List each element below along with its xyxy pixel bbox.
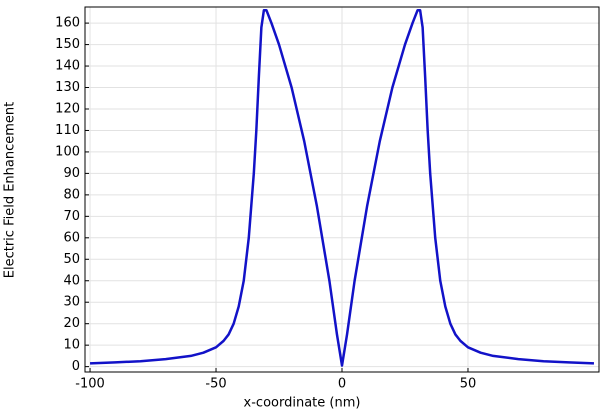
y-tick-label: 130	[55, 80, 80, 95]
y-tick-label: 150	[55, 37, 80, 52]
y-tick-label: 50	[63, 252, 80, 267]
y-tick-label: 160	[55, 16, 80, 31]
y-axis-label: Electric Field Enhancement	[3, 102, 18, 278]
y-tick-label: 40	[63, 273, 80, 288]
y-tick-label: 70	[63, 209, 80, 224]
y-tick-label: 100	[55, 144, 80, 159]
y-tick-label: 90	[63, 166, 80, 181]
plot-frame	[84, 6, 600, 373]
data-line	[89, 8, 595, 367]
y-tick-label: 0	[72, 359, 80, 374]
y-tick-label: 30	[63, 295, 80, 310]
y-tick-label: 110	[55, 123, 80, 138]
x-tick-label: 50	[460, 377, 477, 392]
x-tick-label: 0	[338, 377, 346, 392]
x-tick-label: -50	[205, 377, 226, 392]
y-tick-label: 10	[63, 338, 80, 353]
y-tick-label: 20	[63, 316, 80, 331]
x-tick-label: -100	[75, 377, 105, 392]
y-tick-label: 80	[63, 187, 80, 202]
x-axis-label: x-coordinate (nm)	[244, 396, 361, 411]
y-tick-label: 60	[63, 230, 80, 245]
y-tick-label: 120	[55, 101, 80, 116]
y-tick-label: 140	[55, 59, 80, 74]
